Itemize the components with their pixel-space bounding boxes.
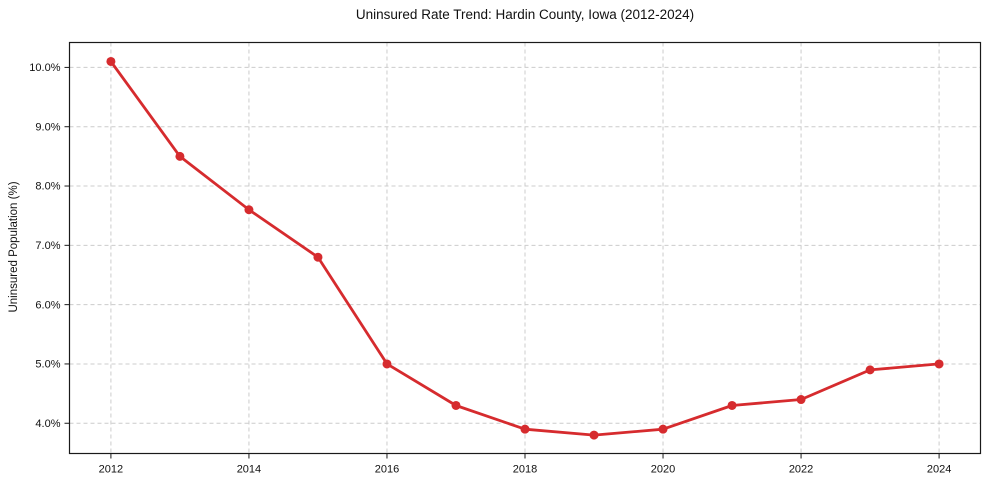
x-tick-label: 2012 [99, 464, 123, 476]
y-tick-label: 8.0% [35, 181, 60, 193]
x-tick-label: 2024 [927, 464, 951, 476]
data-point [589, 430, 599, 440]
data-point [451, 400, 461, 410]
data-point [865, 365, 875, 375]
data-point [520, 424, 530, 434]
data-point [313, 252, 323, 262]
chart-title: Uninsured Rate Trend: Hardin County, Iow… [355, 7, 695, 22]
y-tick-label: 6.0% [35, 299, 60, 311]
x-tick-label: 2016 [375, 464, 399, 476]
data-point [796, 395, 806, 405]
x-tick-label: 2014 [237, 464, 261, 476]
data-point [106, 56, 116, 66]
data-point [175, 151, 185, 161]
data-point [382, 359, 392, 369]
data-point [934, 359, 944, 369]
data-point [658, 424, 668, 434]
data-point [244, 205, 254, 215]
y-tick-label: 10.0% [29, 62, 60, 74]
x-tick-label: 2018 [513, 464, 537, 476]
y-tick-label: 4.0% [35, 418, 60, 430]
x-tick-label: 2022 [789, 464, 813, 476]
y-tick-label: 5.0% [35, 359, 60, 371]
y-tick-label: 9.0% [35, 121, 60, 133]
data-point [727, 400, 737, 410]
y-tick-label: 7.0% [35, 240, 60, 252]
x-tick-label: 2020 [651, 464, 675, 476]
plot-frame [68, 41, 982, 455]
